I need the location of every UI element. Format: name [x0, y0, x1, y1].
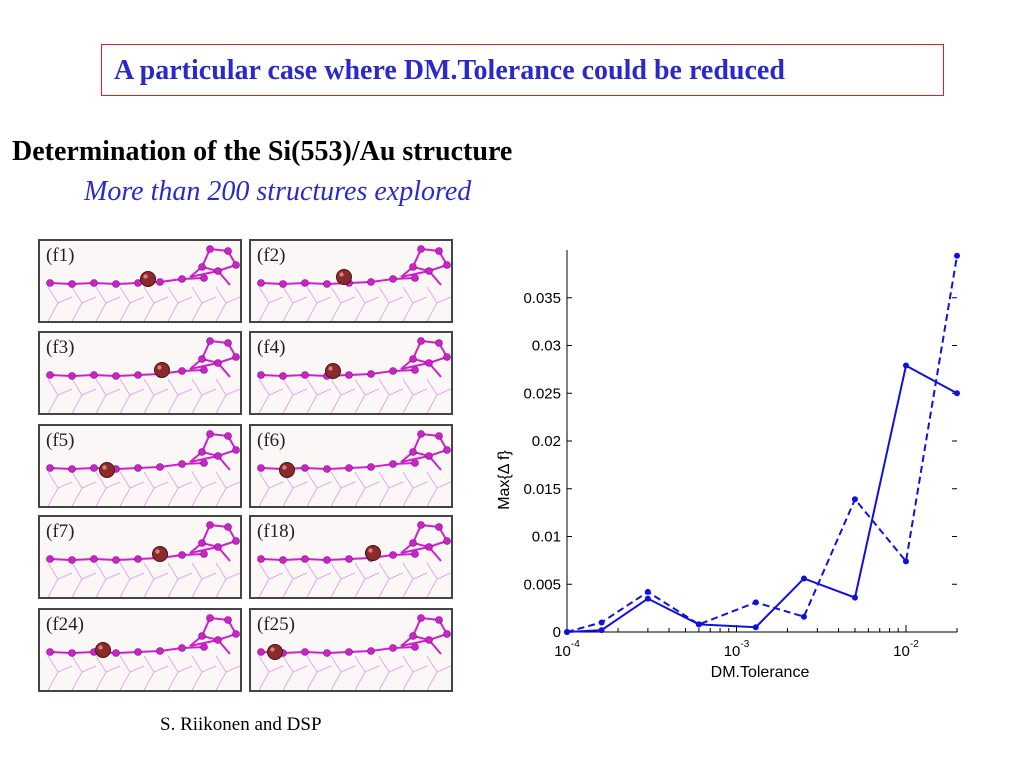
y-tick-label: 0.02	[532, 433, 561, 450]
structure-drawing	[46, 614, 240, 690]
y-tick-label: 0.035	[523, 290, 561, 307]
title-box: A particular case where DM.Tolerance cou…	[101, 44, 944, 96]
x-tick-label: 10-2	[893, 639, 919, 660]
gold-atom-icon	[154, 362, 170, 378]
lattice	[257, 521, 451, 597]
structure-drawing	[257, 245, 451, 321]
panel-label: (f7)	[46, 521, 75, 542]
data-point	[644, 588, 651, 595]
y-tick-label: 0.025	[523, 385, 561, 402]
panel-label: (f4)	[257, 337, 286, 358]
structure-panel: (f3)	[38, 331, 242, 415]
gold-atom-icon	[95, 642, 111, 658]
structure-panel: (f25)	[249, 608, 453, 692]
panel-label: (f1)	[46, 245, 75, 266]
panel-label: (f6)	[257, 430, 286, 451]
structure-panel: (f6)	[249, 424, 453, 508]
gold-atom-icon	[279, 462, 295, 478]
data-point	[851, 594, 858, 601]
gold-atom-icon	[325, 363, 341, 379]
structure-panel: (f24)	[38, 608, 242, 692]
structure-drawing	[257, 521, 451, 597]
y-tick-label: 0.01	[532, 529, 561, 546]
structure-panel: (f18)	[249, 515, 453, 599]
x-tick-label: 10-3	[724, 639, 750, 660]
lattice	[257, 614, 451, 690]
x-axis-title: DM.Tolerance	[711, 664, 810, 680]
panel-label: (f5)	[46, 430, 75, 451]
structure-drawing	[257, 430, 451, 506]
y-tick-label: 0.005	[523, 576, 561, 593]
structure-panel: (f1)	[38, 239, 242, 323]
data-point	[752, 599, 759, 606]
data-point	[954, 390, 960, 397]
panel-label: (f2)	[257, 245, 286, 266]
structure-panel: (f5)	[38, 424, 242, 508]
structure-drawing	[46, 245, 240, 321]
data-point	[902, 362, 909, 369]
data-point	[598, 627, 605, 634]
data-point	[902, 558, 909, 565]
chart-series	[564, 252, 960, 635]
chart-axes: 0 0.005 0.01 0.015 0.02 0.025 0.03 0.035 10-4 10-…	[523, 250, 958, 660]
structure-drawing	[46, 337, 240, 413]
series-solid	[564, 362, 960, 635]
y-tick-label: 0	[553, 624, 561, 641]
structure-panel: (f2)	[249, 239, 453, 323]
gold-atom-icon	[99, 462, 115, 478]
lattice	[46, 337, 240, 413]
lattice	[46, 430, 240, 506]
structure-drawing	[46, 521, 240, 597]
heading: Determination of the Si(553)/Au structur…	[12, 136, 513, 167]
chart: 0 0.005 0.01 0.015 0.02 0.025 0.03 0.035 10-4 10-…	[496, 250, 960, 680]
lattice	[46, 614, 240, 690]
gold-atom-icon	[140, 271, 156, 287]
data-point	[695, 621, 702, 628]
data-point	[598, 619, 605, 626]
data-point	[752, 624, 759, 631]
structure-drawing	[46, 430, 240, 506]
slide-title: A particular case where DM.Tolerance cou…	[114, 55, 785, 86]
gold-atom-icon	[365, 545, 381, 561]
y-tick-label: 0.03	[532, 338, 561, 355]
structure-drawing	[257, 337, 451, 413]
lattice	[46, 245, 240, 321]
structure-drawing	[257, 614, 451, 690]
data-point	[644, 595, 651, 602]
panel-label: (f18)	[257, 521, 295, 542]
y-tick-label: 0.015	[523, 481, 561, 498]
x-tick-label: 10-4	[554, 639, 580, 660]
credit-caption: S. Riikonen and DSP	[160, 714, 322, 735]
lattice	[257, 337, 451, 413]
gold-atom-icon	[267, 644, 283, 660]
data-point	[954, 252, 960, 259]
gold-atom-icon	[336, 269, 352, 285]
subheading: More than 200 structures explored	[84, 176, 472, 207]
data-point	[851, 496, 858, 503]
panel-label: (f25)	[257, 614, 295, 635]
lattice	[46, 521, 240, 597]
series-line	[566, 255, 958, 633]
data-point	[800, 575, 807, 582]
gold-atom-icon	[152, 546, 168, 562]
panel-label: (f24)	[46, 614, 84, 635]
panel-label: (f3)	[46, 337, 75, 358]
data-point	[564, 629, 570, 635]
structure-panel: (f4)	[249, 331, 453, 415]
data-point	[800, 613, 807, 620]
series-dashed	[564, 252, 960, 635]
lattice	[257, 430, 451, 506]
series-line	[566, 364, 958, 633]
structure-panel: (f7)	[38, 515, 242, 599]
y-axis-title: Max{Δ f}	[496, 450, 513, 510]
lattice	[257, 245, 451, 321]
